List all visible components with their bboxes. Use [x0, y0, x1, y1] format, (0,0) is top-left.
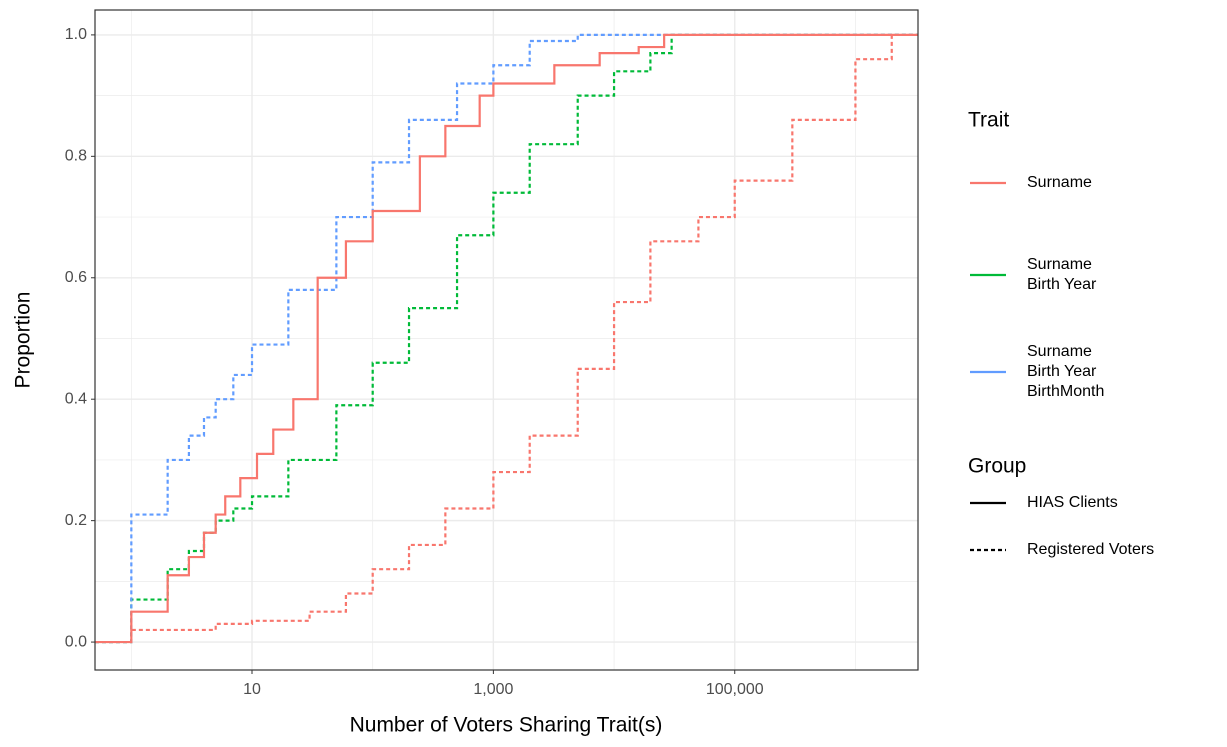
legend-label: Surname: [1027, 256, 1092, 273]
legend-label: Birth Year: [1027, 276, 1097, 293]
y-axis-title: Proportion: [12, 292, 35, 389]
legend-label: HIAS Clients: [1027, 494, 1118, 511]
legend-label: Birth Year: [1027, 363, 1097, 380]
y-tick-label: 0.8: [65, 148, 87, 165]
legend-label: Registered Voters: [1027, 541, 1154, 558]
x-tick-label: 10: [243, 681, 261, 698]
ecdf-line: [95, 33, 918, 644]
y-tick-label: 0.6: [65, 269, 87, 286]
y-tick-label: 0.0: [65, 633, 87, 650]
legend-label: Surname: [1027, 343, 1092, 360]
legend-label: BirthMonth: [1027, 383, 1104, 400]
x-tick-label: 100,000: [706, 681, 764, 698]
y-tick-label: 0.2: [65, 512, 87, 529]
ecdf-line: [95, 33, 918, 644]
ecdf-line: [95, 33, 918, 644]
ecdf-line: [95, 33, 918, 644]
legend-title: Group: [968, 455, 1026, 478]
y-tick-label: 1.0: [65, 26, 87, 43]
x-axis-title: Number of Voters Sharing Trait(s): [350, 714, 663, 737]
y-tick-label: 0.4: [65, 390, 87, 407]
legend-title: Trait: [968, 109, 1009, 132]
panel-border: [94, 9, 919, 671]
x-tick-label: 1,000: [473, 681, 513, 698]
legend-label: Surname: [1027, 174, 1092, 191]
plot-panel: [95, 10, 918, 670]
